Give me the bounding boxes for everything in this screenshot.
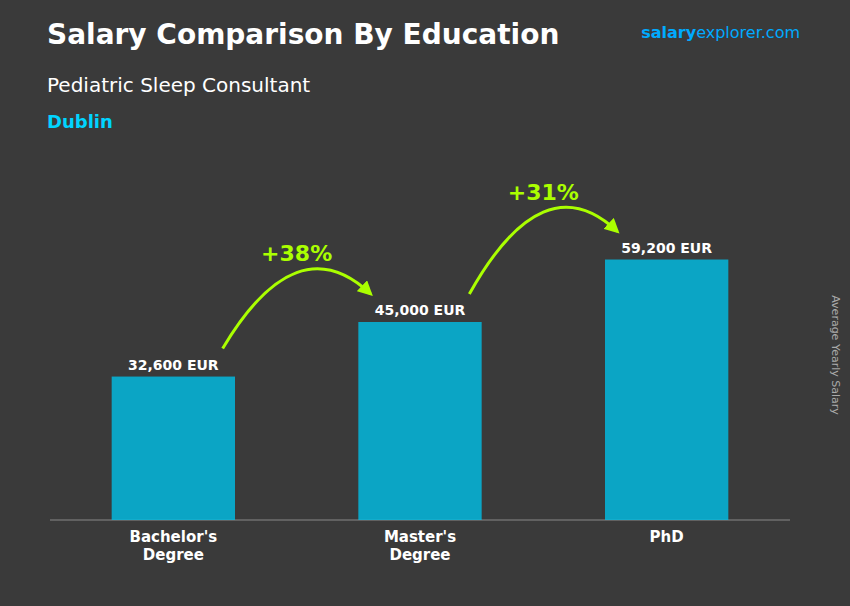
x-tick-label-line: Degree bbox=[389, 546, 450, 564]
bars bbox=[112, 260, 729, 520]
x-tick-label-line: Master's bbox=[384, 528, 456, 546]
x-tick-label-line: Bachelor's bbox=[129, 528, 217, 546]
watermark-part: explorer.com bbox=[696, 23, 800, 42]
growth-arrow bbox=[223, 269, 371, 349]
data-label: 59,200 EUR bbox=[621, 240, 712, 256]
watermark-part: salary bbox=[641, 23, 696, 42]
subtitle: Dublin bbox=[47, 111, 113, 132]
growth-label: +38% bbox=[261, 241, 332, 266]
subtitle: Pediatric Sleep Consultant bbox=[47, 73, 310, 97]
watermark: salaryexplorer.com bbox=[641, 23, 800, 42]
bar bbox=[358, 322, 481, 520]
title: Salary Comparison By Education bbox=[47, 18, 559, 51]
x-tick-label-line: PhD bbox=[650, 528, 684, 546]
x-tick-label: Master'sDegree bbox=[384, 528, 456, 564]
data-label: 32,600 EUR bbox=[128, 357, 219, 373]
bar bbox=[112, 377, 235, 520]
y-axis-label: Average Yearly Salary bbox=[829, 295, 842, 415]
x-tick-label-line: Degree bbox=[143, 546, 204, 564]
growth-arrow bbox=[469, 207, 617, 294]
data-label: 45,000 EUR bbox=[375, 302, 466, 318]
growth-label: +31% bbox=[508, 180, 579, 205]
x-tick-label: Bachelor'sDegree bbox=[129, 528, 217, 564]
bar bbox=[605, 260, 728, 520]
background bbox=[0, 0, 850, 606]
x-tick-label: PhD bbox=[650, 528, 684, 546]
chart: Salary Comparison By Education Pediatric … bbox=[0, 0, 850, 606]
